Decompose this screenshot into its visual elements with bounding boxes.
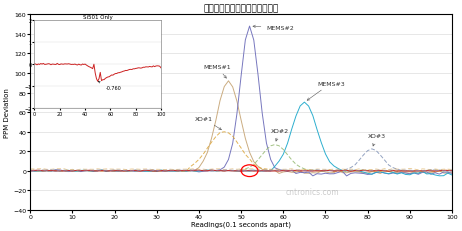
Y-axis label: PPM Deviation: PPM Deviation xyxy=(4,88,10,137)
Text: MEMS#1: MEMS#1 xyxy=(203,65,231,79)
Text: XO#1: XO#1 xyxy=(195,116,221,130)
Text: cntronics.com: cntronics.com xyxy=(286,187,340,196)
Text: MEMS#2: MEMS#2 xyxy=(253,26,294,31)
Text: XO#2: XO#2 xyxy=(271,128,289,141)
Text: MEMS#3: MEMS#3 xyxy=(307,81,345,101)
Text: XO#3: XO#3 xyxy=(368,134,386,146)
X-axis label: Readings(0.1 seconds apart): Readings(0.1 seconds apart) xyxy=(191,220,291,227)
Title: 温度骤降情况下的综合相对误差: 温度骤降情况下的综合相对误差 xyxy=(203,4,279,13)
